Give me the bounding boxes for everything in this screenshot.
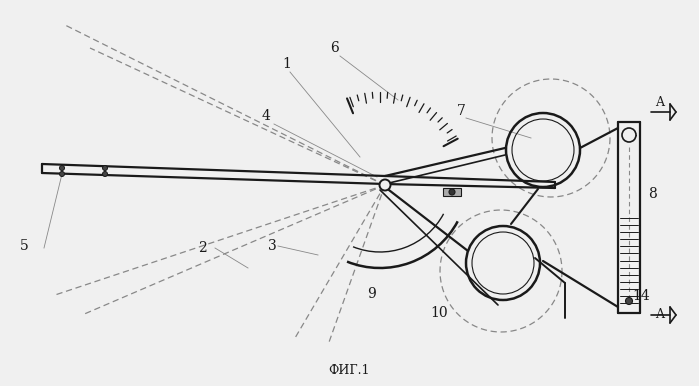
- Text: 14: 14: [632, 289, 650, 303]
- Text: 7: 7: [457, 104, 466, 118]
- Circle shape: [626, 298, 633, 305]
- Circle shape: [59, 166, 64, 171]
- Circle shape: [103, 166, 108, 171]
- Text: 6: 6: [330, 41, 339, 55]
- Circle shape: [103, 171, 108, 176]
- Text: 10: 10: [430, 306, 447, 320]
- Text: 2: 2: [198, 241, 207, 255]
- Text: A: A: [655, 96, 664, 109]
- Circle shape: [59, 171, 64, 176]
- Circle shape: [449, 189, 455, 195]
- Text: A: A: [655, 308, 664, 321]
- Text: 9: 9: [367, 287, 376, 301]
- Circle shape: [380, 179, 391, 191]
- Text: 4: 4: [262, 109, 271, 123]
- Text: 3: 3: [268, 239, 277, 253]
- Circle shape: [622, 128, 636, 142]
- Text: 8: 8: [648, 187, 657, 201]
- Bar: [443, 188, 461, 196]
- Text: ФИГ.1: ФИГ.1: [329, 364, 370, 377]
- Text: 5: 5: [20, 239, 29, 253]
- Text: 1: 1: [282, 57, 291, 71]
